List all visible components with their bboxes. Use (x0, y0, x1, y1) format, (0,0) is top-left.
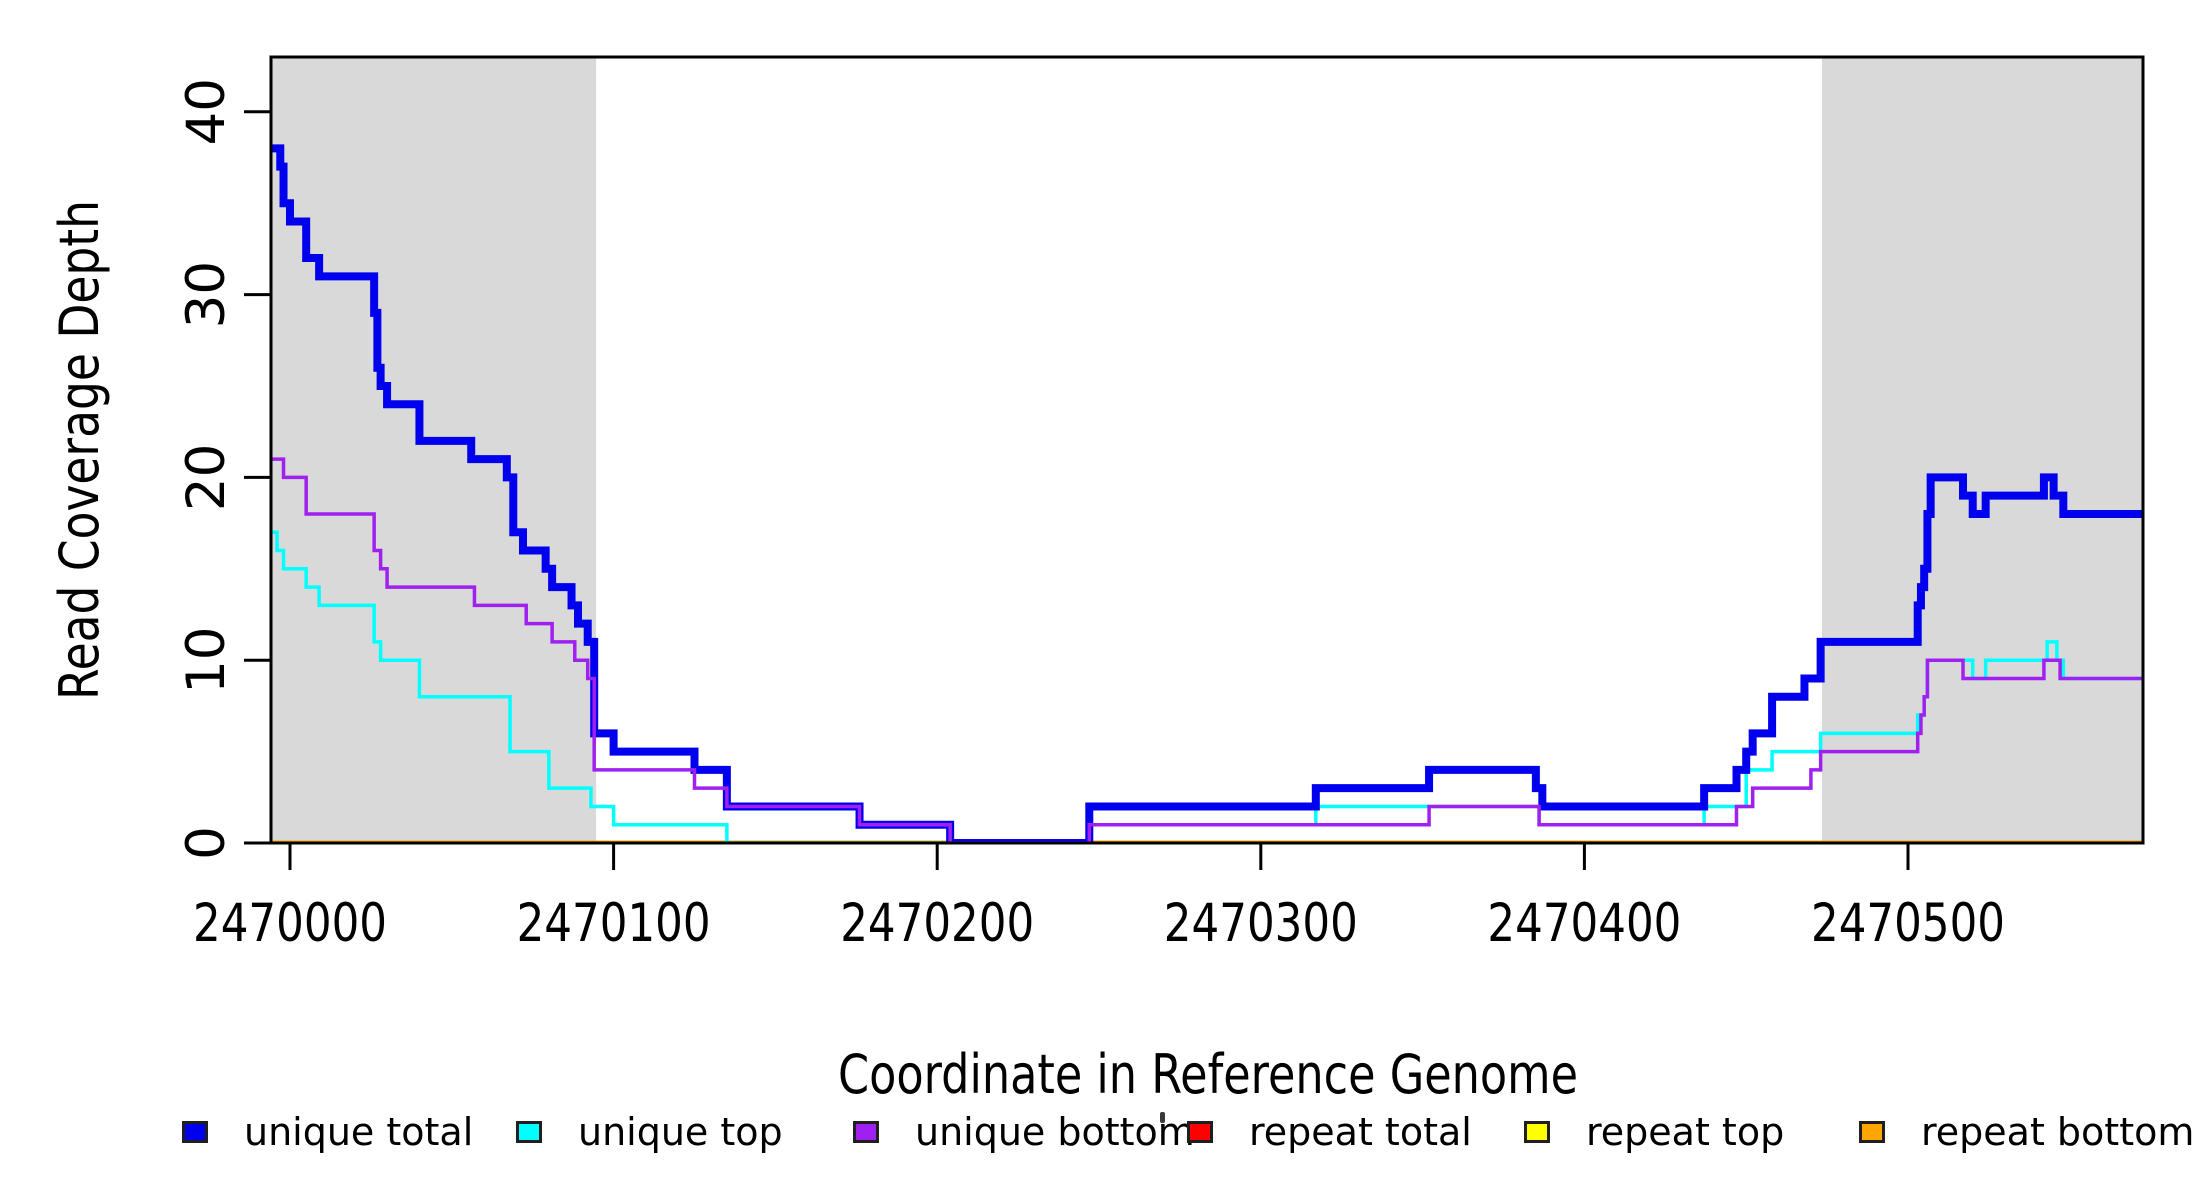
x-tick-label: 2470200 (840, 893, 1034, 954)
y-axis-title: Read Coverage Depth (48, 200, 111, 700)
legend-swatch-repeat-bottom (1859, 1121, 1885, 1143)
legend-item-unique-top: unique top (516, 1110, 783, 1154)
plot-area: 2470000 2470100 2470200 2470300 2470400 24705… (176, 55, 2145, 954)
y-tick-label: 40 (176, 78, 237, 145)
x-tick-label: 2470100 (517, 893, 711, 954)
legend-swatch-repeat-top (1524, 1121, 1550, 1143)
legend-label: repeat top (1586, 1110, 1785, 1154)
x-tick-label: 2470500 (1811, 893, 2005, 954)
legend-item-unique-total: unique total (182, 1110, 474, 1154)
legend-swatch-unique-top (516, 1121, 542, 1143)
y-tick-label: 10 (176, 626, 237, 693)
x-tick-label: 2470000 (193, 893, 387, 954)
stray-mark (1160, 1112, 1165, 1123)
series-unique-bottom (270, 457, 2144, 844)
x-axis-title: Coordinate in Reference Genome (838, 1043, 1578, 1106)
y-tick-label: 20 (176, 444, 237, 511)
plot-border (269, 55, 2145, 845)
y-tick-label: 0 (176, 826, 237, 860)
legend-item-repeat-total: repeat total (1187, 1110, 1472, 1154)
legend-label: unique top (578, 1110, 783, 1154)
series-unique-top (270, 530, 2144, 844)
shaded-region (271, 57, 597, 843)
x-tick-label: 2470300 (1164, 893, 1358, 954)
legend-label: repeat total (1249, 1110, 1472, 1154)
legend-swatch-unique-total (182, 1121, 208, 1143)
legend-label: unique total (244, 1110, 474, 1154)
shaded-region (1821, 57, 2143, 843)
legend-label: repeat bottom (1921, 1110, 2195, 1154)
legend-item-repeat-top: repeat top (1524, 1110, 1785, 1154)
y-tick-label: 30 (176, 261, 237, 328)
legend-item-unique-bottom: unique bottom (853, 1110, 1195, 1154)
legend: unique total unique top unique bottom re… (0, 0, 2200, 1151)
x-tick-label: 2470400 (1487, 893, 1681, 954)
legend-swatch-unique-bottom (853, 1121, 879, 1143)
legend-item-repeat-bottom: repeat bottom (1859, 1110, 2195, 1154)
legend-swatch-repeat-total (1187, 1121, 1213, 1143)
legend-label: unique bottom (915, 1110, 1195, 1154)
